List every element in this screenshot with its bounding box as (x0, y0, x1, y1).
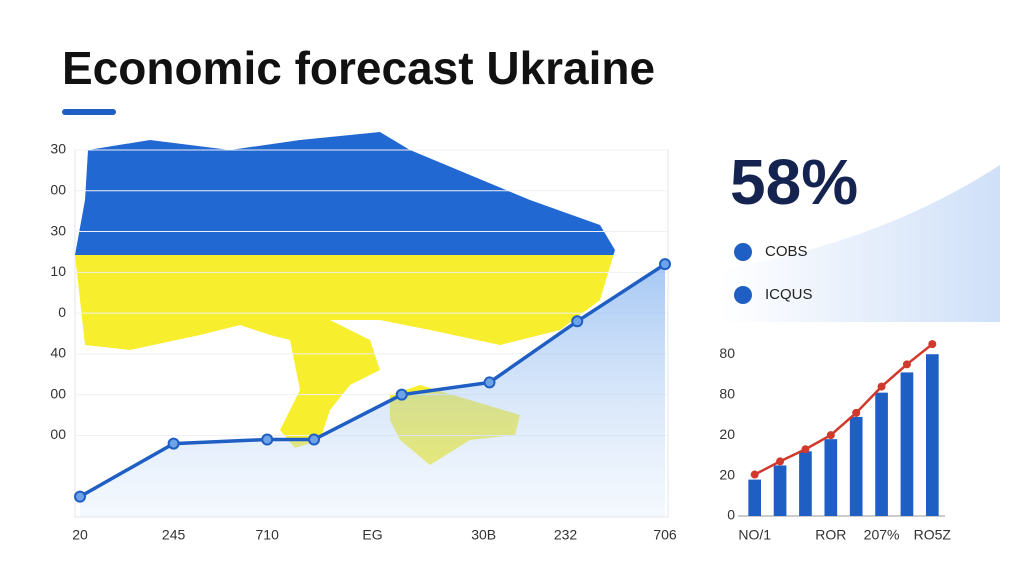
bar (748, 479, 762, 516)
legend-label: ICQUS (765, 286, 813, 303)
legend-label: COBS (765, 243, 808, 260)
line-point (483, 376, 496, 389)
y-tick-label: 20 (719, 426, 735, 442)
bar (824, 439, 838, 516)
y-tick-label: 00 (50, 181, 66, 197)
line-point (261, 433, 274, 446)
x-tick-label: 30B (471, 527, 496, 543)
title-underline (62, 109, 116, 115)
trend-line (754, 343, 934, 476)
legend-marker (734, 243, 752, 261)
line-point (308, 433, 320, 446)
bar (925, 354, 939, 516)
line (79, 262, 666, 499)
x-tick-label: ROR (815, 527, 846, 543)
y-tick-label: 0 (727, 507, 735, 523)
trend-point (801, 445, 810, 454)
line-point (167, 437, 180, 450)
bar (875, 392, 888, 516)
bar (773, 465, 787, 516)
x-tick-label: NO/1 (738, 527, 771, 543)
x-tick-label: RO5Z (914, 527, 952, 543)
line-point (571, 315, 584, 328)
line-point (395, 388, 408, 401)
line-area (80, 264, 665, 517)
y-tick-label: 0 (58, 304, 66, 320)
x-tick-label: 245 (162, 527, 186, 543)
x-tick-label: EG (362, 527, 382, 543)
x-tick-label: 20 (72, 527, 88, 543)
bar (849, 416, 863, 516)
x-tick-label: 710 (256, 527, 280, 543)
y-tick-label: 30 (50, 222, 66, 238)
y-tick-label: 30 (50, 141, 66, 157)
bar (900, 372, 914, 516)
kpi-value: 58% (730, 146, 858, 218)
trend-point (902, 360, 911, 369)
trend-point (750, 470, 759, 479)
line-point (659, 258, 671, 271)
x-tick-label: 232 (554, 527, 578, 543)
y-tick-label: 40 (50, 345, 66, 361)
y-tick-label: 80 (719, 345, 735, 361)
trend-point (826, 431, 835, 440)
trend-point (852, 408, 861, 417)
y-tick-label: 80 (719, 385, 735, 401)
bar (799, 451, 812, 516)
page-title: Economic forecast Ukraine (62, 42, 655, 94)
legend-marker (734, 286, 752, 304)
trend-point (877, 382, 886, 391)
y-tick-label: 20 (719, 466, 735, 482)
trend-point (776, 457, 785, 466)
kpi-background (720, 165, 1000, 322)
x-tick-label: 207% (864, 527, 900, 543)
y-tick-label: 00 (50, 385, 66, 401)
y-tick-label: 00 (50, 426, 66, 442)
x-tick-label: 706 (653, 527, 677, 543)
trend-point (928, 340, 937, 349)
y-tick-label: 10 (50, 263, 66, 279)
line-point (74, 490, 86, 503)
